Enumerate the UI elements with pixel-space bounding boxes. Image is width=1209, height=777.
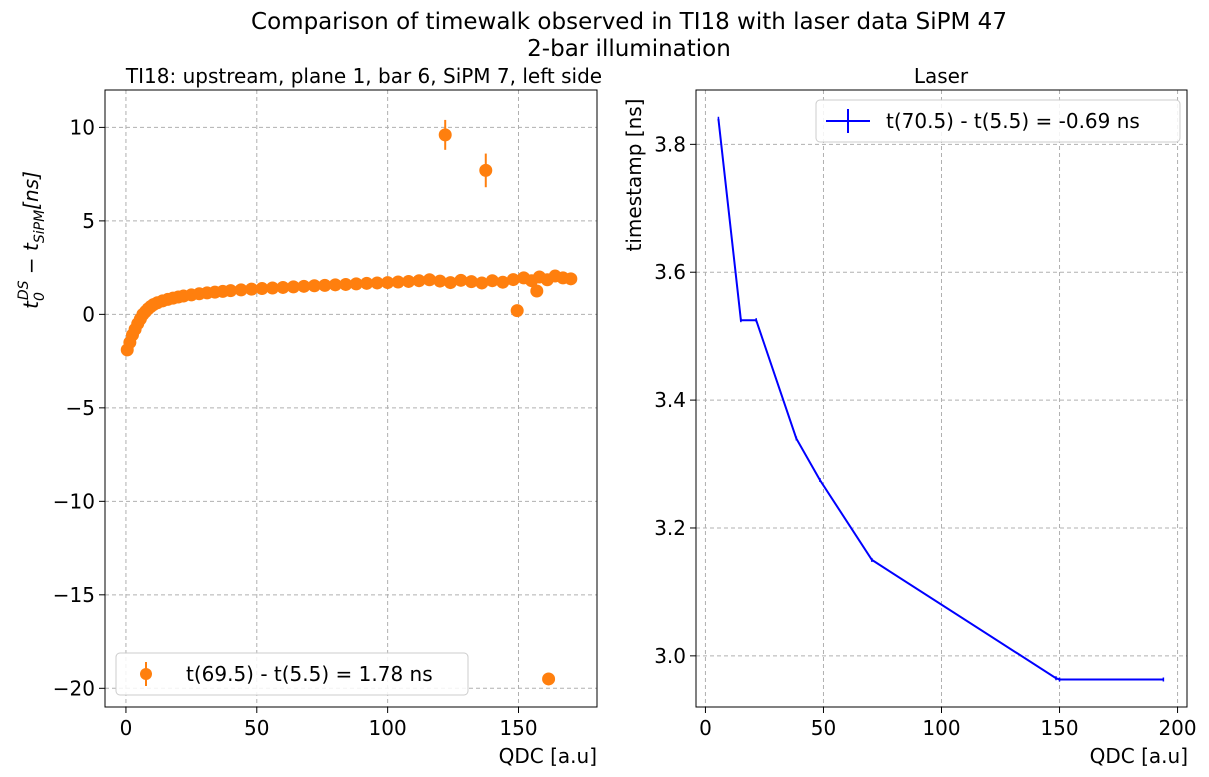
left-chart-point: [564, 272, 578, 286]
right-chart-series: [717, 116, 1165, 682]
right-chart-frame: [695, 89, 1188, 708]
left-chart-point: [479, 163, 493, 177]
left-chart-point: [464, 275, 478, 289]
right-chart-x-ticks: 0 50 100 150 200: [699, 707, 1197, 740]
left-chart-point: [265, 281, 279, 295]
left-chart-point: [433, 274, 447, 288]
right-chart-x-tick-label: 50: [811, 716, 836, 740]
left-chart-point: [542, 672, 556, 686]
right-chart-y-tick-label: 3.6: [654, 260, 686, 284]
left-chart-y-tick-label: −20: [53, 676, 95, 700]
left-chart-point: [224, 284, 238, 298]
left-chart-point: [496, 275, 510, 289]
left-chart-point: [360, 276, 374, 290]
right-chart-x-tick-label: 200: [1158, 716, 1196, 740]
left-chart-point: [485, 274, 499, 288]
left-chart-point: [339, 277, 353, 291]
left-chart-y-tick-label: −5: [66, 396, 95, 420]
left-chart-point: [454, 273, 468, 287]
right-chart-y-tick-label: 3.0: [654, 644, 686, 668]
left-chart-point: [255, 282, 269, 296]
left-chart-point: [328, 278, 342, 292]
left-chart-point: [506, 273, 520, 287]
right-chart-x-tick-label: 100: [922, 716, 960, 740]
left-chart-point: [391, 275, 405, 289]
left-chart-xlabel: QDC [a.u]: [499, 744, 597, 768]
right-legend-label: t(70.5) - t(5.5) = -0.69 ns: [886, 109, 1140, 133]
right-chart-x-tick-label: 0: [699, 716, 712, 740]
left-chart-point: [438, 128, 452, 142]
right-chart-y-tick-label: 3.4: [654, 388, 686, 412]
right-chart-y-tick-label: 3.2: [654, 516, 686, 540]
left-chart-points: [120, 128, 578, 686]
right-chart-title: Laser: [914, 64, 969, 88]
left-chart-point: [412, 274, 426, 288]
left-legend-marker: [140, 668, 152, 680]
right-chart-y-ticks: 3.0 3.2 3.4 3.6 3.8: [654, 132, 696, 668]
right-chart-grid: [696, 90, 1187, 707]
left-chart-y-tick-label: −15: [53, 583, 95, 607]
left-chart-point: [349, 277, 363, 291]
left-chart-frame: [104, 89, 598, 708]
right-chart-y-tick-label: 3.8: [654, 132, 686, 156]
left-chart-x-ticks: 0 50 100 150: [120, 707, 538, 740]
left-chart-point: [423, 273, 437, 287]
left-chart-point: [276, 280, 290, 294]
right-chart-ylabel: timestamp [ns]: [622, 99, 646, 252]
left-chart-point: [370, 276, 384, 290]
left-chart-y-tick-label: 10: [70, 115, 95, 139]
left-chart-point: [234, 283, 248, 297]
left-chart-point: [402, 274, 416, 288]
left-chart-x-tick-label: 0: [120, 716, 133, 740]
left-chart-grid: [105, 90, 597, 707]
left-chart-point: [307, 279, 321, 293]
left-chart-point: [443, 276, 457, 290]
right-chart-panel: Laser 0 50 100 150 200 3.0 3.2 3.4 3.6 3.8 QDC […: [622, 64, 1197, 768]
left-chart-y-tick-label: 0: [82, 302, 95, 326]
left-chart-point: [286, 280, 300, 294]
left-chart-point: [297, 279, 311, 293]
left-chart-x-tick-label: 150: [499, 716, 537, 740]
left-chart-y-tick-label: −10: [53, 489, 95, 513]
left-legend-label: t(69.5) - t(5.5) = 1.78 ns: [186, 662, 433, 686]
left-chart-error-bars: [444, 119, 487, 188]
left-chart-panel: TI18: upstream, plane 1, bar 6, SiPM 7, …: [16, 64, 602, 768]
right-chart-x-tick-label: 150: [1040, 716, 1078, 740]
left-chart-point: [510, 304, 524, 318]
left-chart-title: TI18: upstream, plane 1, bar 6, SiPM 7, …: [125, 64, 602, 88]
svg-text:t0DS − tSiPM[ns]: t0DS − tSiPM[ns]: [16, 171, 48, 309]
left-chart-point: [318, 278, 332, 292]
left-chart-ylabel: t0DS − tSiPM[ns]: [16, 171, 48, 309]
figure-title-line1: Comparison of timewalk observed in TI18 …: [251, 9, 1007, 35]
left-chart-legend: t(69.5) - t(5.5) = 1.78 ns: [115, 652, 469, 696]
right-chart-series-line: [717, 118, 1164, 681]
right-chart-legend: t(70.5) - t(5.5) = -0.69 ns: [815, 99, 1181, 143]
left-chart-point: [530, 284, 544, 298]
left-chart-x-tick-label: 100: [369, 716, 407, 740]
left-chart-point: [475, 276, 489, 290]
right-chart-xlabel: QDC [a.u]: [1090, 744, 1188, 768]
figure-title-line2: 2-bar illumination: [527, 36, 731, 62]
left-chart-point: [381, 276, 395, 290]
left-chart-y-tick-label: 5: [82, 209, 95, 233]
left-chart-y-ticks: −20 −15 −10 −5 0 5 10: [53, 115, 105, 700]
left-chart-point: [245, 282, 259, 296]
left-chart-x-tick-label: 50: [244, 716, 269, 740]
